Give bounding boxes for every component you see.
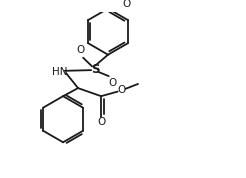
Text: O: O — [97, 117, 105, 127]
Text: HN: HN — [52, 67, 67, 77]
Text: O: O — [76, 45, 84, 55]
Text: O: O — [122, 0, 131, 9]
Text: S: S — [91, 63, 100, 76]
Text: O: O — [118, 85, 126, 95]
Text: O: O — [108, 78, 116, 88]
